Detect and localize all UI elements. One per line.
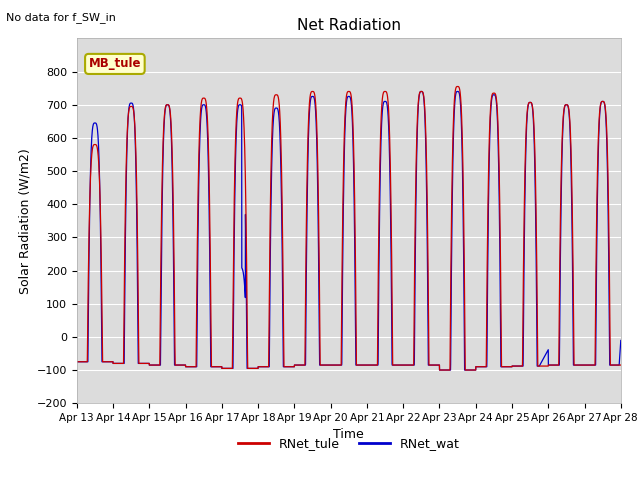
RNet_tule <box>73 359 81 365</box>
RNet_tule <box>328 362 336 368</box>
RNet_tule <box>436 367 444 373</box>
RNet_wat <box>471 367 479 373</box>
Text: No data for f_SW_in: No data for f_SW_in <box>6 12 116 23</box>
RNet_wat <box>454 89 461 95</box>
X-axis label: Time: Time <box>333 429 364 442</box>
RNet_tule <box>616 362 624 368</box>
RNet_tule <box>502 364 509 370</box>
Line: RNet_tule: RNet_tule <box>77 86 621 370</box>
RNet_tule <box>441 367 449 373</box>
RNet_wat <box>171 362 179 368</box>
Line: RNet_wat: RNet_wat <box>77 92 621 370</box>
Legend: RNet_tule, RNet_wat: RNet_tule, RNet_wat <box>233 432 465 456</box>
Text: MB_tule: MB_tule <box>88 58 141 71</box>
Y-axis label: Solar Radiation (W/m2): Solar Radiation (W/m2) <box>18 148 31 294</box>
RNet_wat <box>436 367 444 373</box>
RNet_wat <box>617 337 625 343</box>
RNet_tule <box>171 303 179 309</box>
Title: Net Radiation: Net Radiation <box>297 18 401 33</box>
RNet_wat <box>328 362 336 368</box>
RNet_tule <box>617 362 625 368</box>
RNet_wat <box>441 367 449 373</box>
RNet_wat <box>502 364 509 370</box>
RNet_wat <box>616 345 624 351</box>
RNet_wat <box>73 359 81 365</box>
RNet_tule <box>471 367 479 373</box>
RNet_tule <box>454 84 461 89</box>
